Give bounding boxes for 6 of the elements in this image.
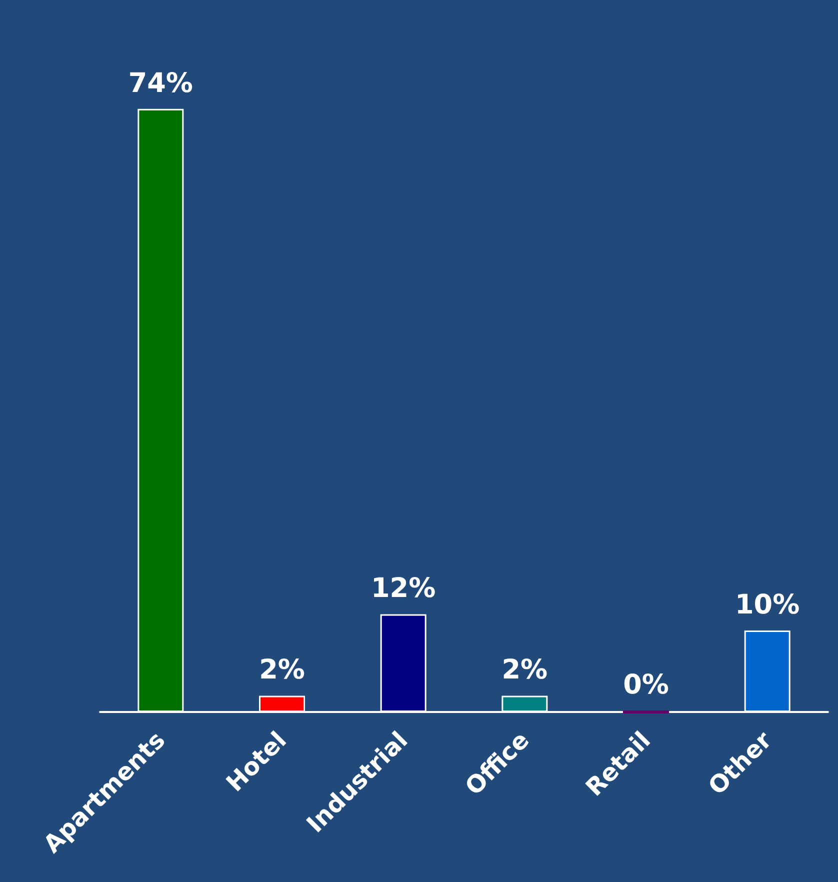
data-label: 10% xyxy=(735,590,800,620)
data-label: 74% xyxy=(128,68,193,99)
data-label: 12% xyxy=(371,573,436,604)
data-label: 0% xyxy=(623,670,669,700)
data-label: 2% xyxy=(502,654,548,686)
data-label: 2% xyxy=(259,654,305,686)
